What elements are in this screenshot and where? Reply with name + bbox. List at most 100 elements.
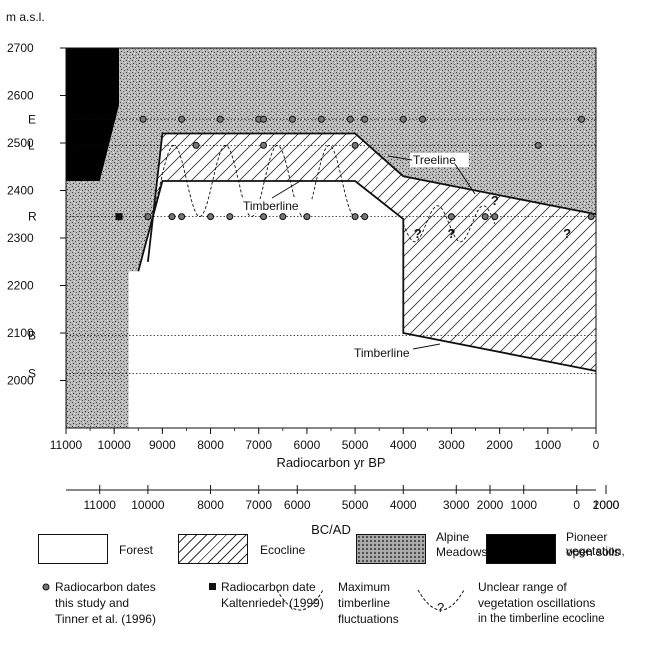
treeline-arrow-2 (454, 163, 476, 195)
y-tick-label: 2500 (7, 136, 34, 150)
y-tick-label: 2400 (7, 184, 34, 198)
kaltenrieder-date-point (115, 213, 123, 221)
radiocarbon-date-point (447, 213, 455, 221)
legend-forest-swatch (38, 534, 108, 564)
treeline-label-bg (410, 153, 469, 167)
x-tick-label: 8000 (197, 438, 224, 452)
legend-rc-kalt-1: Radiocarbon date (221, 580, 316, 594)
oscillation-curve (147, 144, 356, 218)
radiocarbon-date-point (139, 115, 147, 123)
radiocarbon-date-point (207, 213, 215, 221)
timberline-oscillations (147, 144, 496, 243)
radiocarbon-date-point (260, 115, 268, 123)
x-tick-label: 9000 (149, 438, 176, 452)
secondary-tick-label: 3000 (443, 498, 470, 512)
secondary-tick-label: 1000 (593, 498, 620, 512)
radiocarbon-date-point (260, 213, 268, 221)
radiocarbon-date-point (419, 115, 427, 123)
pioneer-vegetation-area (66, 48, 119, 181)
question-mark: ? (491, 193, 499, 208)
y-tick-label: 2700 (7, 41, 34, 55)
x-tick-label: 4000 (390, 438, 417, 452)
secondary-tick-label: 0 (573, 498, 580, 512)
reference-label-l: L (28, 138, 35, 152)
secondary-tick-label: 1000 (510, 498, 537, 512)
legend-ecocline-label: Ecocline (260, 543, 306, 557)
legend-radiocarbon-marker (42, 583, 50, 591)
x-tick-label: 2000 (486, 438, 513, 452)
radiocarbon-date-point (346, 115, 354, 123)
timberline-line (137, 180, 597, 372)
question-mark: ? (563, 226, 571, 241)
radiocarbon-date-point (481, 213, 489, 221)
radiocarbon-date-point (534, 141, 542, 149)
reference-label-b: B (28, 328, 36, 342)
treeline-arrow (387, 155, 413, 161)
radiocarbon-date-point (351, 141, 359, 149)
legend-rc-kalt-2: Kaltenrieder (1999) (221, 596, 324, 610)
x-axis-label: Radiocarbon yr BP (276, 455, 385, 470)
secondary-tick-label: 8000 (197, 498, 224, 512)
x-axis: 11000 10000 9000 8000 7000 6000 5000 4000 3000 20… (50, 428, 600, 452)
radiocarbon-date-point (279, 213, 287, 221)
radiocarbon-date-point (587, 213, 595, 221)
radiocarbon-date-point (491, 213, 499, 221)
secondary-tick-label: 10000 (131, 498, 165, 512)
legend-unclear-2: vegetation oscillations (478, 596, 596, 610)
reference-label-s: S (28, 366, 36, 380)
x-tick-label: 10000 (97, 438, 131, 452)
legend-pioneer-swatch (486, 534, 556, 564)
legend-rc-study-1: Radiocarbon dates (55, 580, 156, 594)
legend-forest-label: Forest (119, 543, 154, 557)
treeline-label: Treeline (413, 153, 456, 167)
radiocarbon-date-point (578, 115, 586, 123)
radiocarbon-date-point (216, 115, 224, 123)
ecocline-area (138, 133, 597, 371)
legend-max-fluct-symbol (276, 589, 324, 611)
unclear-oscillation-curve (402, 205, 496, 243)
radiocarbon-date-point (192, 141, 200, 149)
secondary-axis: 11000 10000 8000 7000 6000 5000 4000 3000 2000 10… (66, 485, 620, 512)
secondary-tick-label: 11000 (83, 498, 116, 512)
reference-label-e: E (28, 112, 36, 126)
radiocarbon-date-point (351, 213, 359, 221)
legend-max-2: timberline (338, 596, 391, 610)
x-tick-label: 0 (593, 438, 600, 452)
y-tick-label: 2100 (7, 326, 34, 340)
radiocarbon-date-point (288, 115, 296, 123)
secondary-tick-label: 6000 (284, 498, 311, 512)
timberline-label-lower-bg (351, 346, 423, 360)
radiocarbon-date-point (303, 213, 311, 221)
reference-label-r: R (28, 210, 37, 224)
radiocarbon-date-point (399, 115, 407, 123)
timberline-arrow-upper (271, 179, 303, 199)
timberline-label-upper: Timberline (243, 199, 299, 213)
secondary-tick-label: 2000 (477, 498, 504, 512)
x-tick-label: 5000 (342, 438, 369, 452)
y-tick-label: 2600 (7, 89, 34, 103)
legend-alpine-label-1: Alpine (436, 530, 470, 544)
radiocarbon-date-point (317, 115, 325, 123)
x-tick-label: 6000 (294, 438, 321, 452)
question-mark: ? (447, 226, 455, 241)
y-axis: 2700 2600 2500 2400 2300 2200 2100 2000 (7, 41, 66, 388)
legend-pioneer-label-1: Pioneer vegetation, (566, 530, 625, 558)
radiocarbon-date-point (178, 115, 186, 123)
y-axis-label: m a.s.l. (6, 10, 45, 24)
legend-kaltenrieder-marker (209, 583, 216, 590)
legend-max-1: Maximum (338, 580, 391, 594)
secondary-tick-label: 5000 (342, 498, 369, 512)
x-tick-label: 11000 (50, 438, 83, 452)
radiocarbon-date-point (178, 213, 186, 221)
secondary-tick-label: 7000 (245, 498, 272, 512)
legend-alpine-swatch (356, 534, 426, 564)
secondary-tick-label: 2000 (593, 498, 620, 512)
legend-rc-study-3: Tinner et al. (1996) (55, 612, 156, 626)
radiocarbon-date-point (361, 213, 369, 221)
radiocarbon-date-point (226, 213, 234, 221)
radiocarbon-date-point (144, 213, 152, 221)
timberline-arrow-lower (412, 343, 441, 350)
legend-alpine-label-2: Meadows (436, 545, 488, 559)
radiocarbon-date-point (361, 115, 369, 123)
